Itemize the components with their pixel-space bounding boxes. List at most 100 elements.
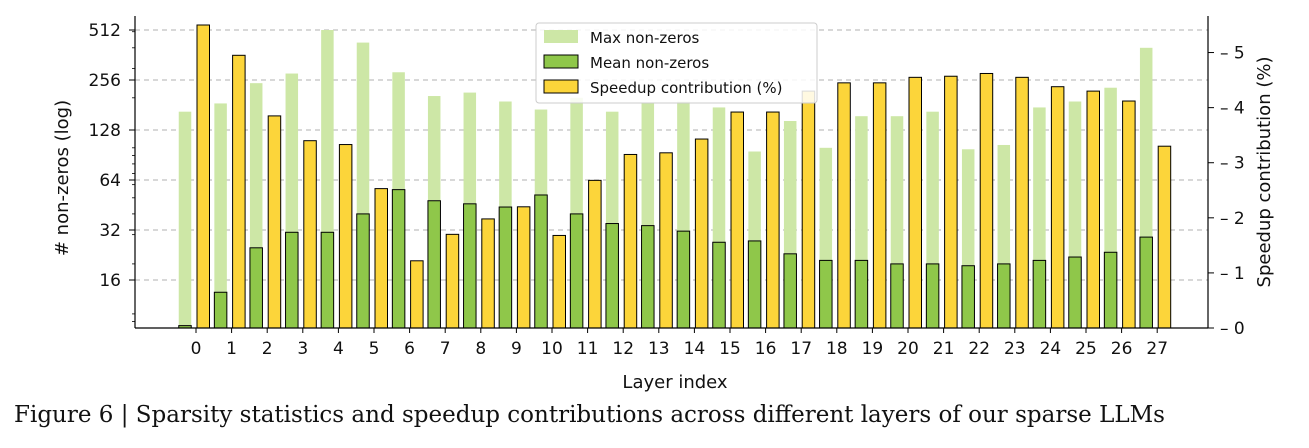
x-tick-label: 7 — [440, 339, 451, 359]
bar-speedup — [267, 115, 282, 329]
bar-mean-nonzeros — [1139, 236, 1153, 329]
bar-speedup — [1086, 90, 1100, 329]
bar-mean-nonzeros — [747, 240, 762, 329]
bar-mean-nonzeros — [1068, 256, 1082, 329]
bar-max-nonzeros — [214, 103, 227, 328]
x-tick-label: 20 — [897, 339, 919, 359]
bar-speedup — [1015, 76, 1029, 329]
bar-speedup — [338, 144, 353, 329]
y-left-tick-label: 128 — [89, 121, 121, 141]
x-tick-label: 11 — [577, 339, 599, 359]
y-right-tick-label: – 4 — [1220, 99, 1245, 119]
bar-mean-nonzeros — [854, 259, 869, 329]
bar-speedup — [694, 138, 709, 329]
x-tick-label: 26 — [1111, 339, 1133, 359]
x-tick-label: 22 — [968, 339, 990, 359]
bar-mean-nonzeros — [534, 194, 548, 329]
bar-mean-nonzeros — [641, 225, 655, 329]
bar-speedup — [801, 90, 816, 329]
bar-speedup — [516, 206, 531, 329]
x-tick-label: 14 — [684, 339, 706, 359]
bar-mean-nonzeros — [569, 213, 584, 329]
legend: Max non-zeros Mean non-zeros Speedup con… — [535, 22, 818, 104]
x-axis-label: Layer index — [622, 372, 728, 393]
bar-mean-nonzeros — [249, 247, 263, 329]
bar-mean-nonzeros — [1103, 251, 1118, 329]
bar-mean-nonzeros — [1032, 259, 1047, 329]
bar-mean-nonzeros — [320, 231, 335, 329]
bar-speedup — [837, 82, 851, 329]
tick-labels: 0 1 2 3 4 5 6 7 8 9 10 11 12 13 14 15 16 17 18 19 20 21 22 23 24… — [89, 21, 1245, 359]
bar-speedup — [979, 72, 994, 329]
x-tick-label: 2 — [262, 339, 273, 359]
y-left-tick-label: 64 — [99, 171, 121, 191]
y-left-tick-label: 512 — [89, 21, 121, 41]
x-tick-label: 12 — [612, 339, 634, 359]
y-right-tick-label: – 1 — [1220, 264, 1245, 284]
bar-speedup — [872, 82, 887, 329]
x-tick-label: 16 — [755, 339, 777, 359]
x-tick-label: 9 — [511, 339, 522, 359]
bar-mean-nonzeros — [819, 259, 833, 329]
legend-label-mean: Mean non-zeros — [590, 54, 709, 72]
bar-speedup — [588, 179, 602, 329]
x-tick-label: 10 — [541, 339, 563, 359]
legend-frame — [535, 22, 818, 104]
x-tick-label: 0 — [191, 339, 202, 359]
bar-speedup — [1122, 100, 1136, 329]
y-right-tick-label: – 0 — [1220, 319, 1245, 339]
bar-speedup — [908, 76, 922, 329]
bar-speedup — [1050, 86, 1065, 329]
x-tick-label: 4 — [333, 339, 344, 359]
x-tick-label: 27 — [1146, 339, 1168, 359]
x-tick-label: 21 — [933, 339, 955, 359]
y-right-tick-label: – 3 — [1220, 154, 1245, 174]
y-left-tick-label: 256 — [89, 71, 121, 91]
bar-speedup — [552, 234, 566, 329]
y-left-tick-label: 16 — [99, 271, 121, 291]
bar-mean-nonzeros — [783, 253, 797, 329]
x-tick-label: 8 — [475, 339, 486, 359]
x-tick-label: 5 — [369, 339, 380, 359]
x-tick-label: 6 — [404, 339, 415, 359]
x-tick-label: 15 — [719, 339, 741, 359]
bar-speedup — [481, 218, 495, 329]
y-axis-right-label: Speedup contribution (%) — [1254, 57, 1275, 288]
y-right-tick-label: – 2 — [1220, 209, 1245, 229]
bar-mean-nonzeros — [997, 263, 1011, 329]
x-tick-label: 1 — [226, 339, 237, 359]
x-tick-label: 19 — [862, 339, 884, 359]
bar-speedup — [659, 152, 673, 329]
bar-speedup — [1157, 145, 1172, 329]
bar-mean-nonzeros — [391, 189, 406, 329]
y-right-tick-label: – 5 — [1220, 44, 1245, 64]
legend-label-speedup: Speedup contribution (%) — [590, 79, 782, 97]
x-tick-label: 23 — [1004, 339, 1026, 359]
bar-speedup — [232, 54, 246, 329]
bar-mean-nonzeros — [285, 231, 299, 329]
bar-speedup — [944, 75, 958, 329]
legend-swatch-max — [544, 30, 578, 43]
axes — [129, 16, 1214, 333]
bar-speedup — [623, 153, 638, 329]
bars — [178, 24, 1172, 329]
bar-mean-nonzeros — [356, 213, 370, 329]
bar-mean-nonzeros — [961, 265, 975, 329]
bar-speedup — [766, 111, 780, 329]
legend-label-max: Max non-zeros — [590, 29, 699, 47]
bar-mean-nonzeros — [925, 263, 940, 329]
grid-lines — [135, 29, 1208, 281]
x-tick-label: 17 — [790, 339, 812, 359]
bar-speedup — [445, 233, 460, 329]
bar-speedup — [303, 140, 317, 329]
bar-mean-nonzeros — [427, 200, 441, 329]
bar-speedup — [410, 260, 424, 329]
bar-speedup — [374, 188, 388, 329]
bar-speedup — [196, 24, 210, 329]
legend-swatch-speedup — [543, 79, 579, 94]
x-tick-label: 25 — [1075, 339, 1097, 359]
bar-mean-nonzeros — [605, 223, 619, 329]
legend-swatch-mean — [543, 54, 579, 69]
bar-mean-nonzeros — [676, 230, 691, 329]
